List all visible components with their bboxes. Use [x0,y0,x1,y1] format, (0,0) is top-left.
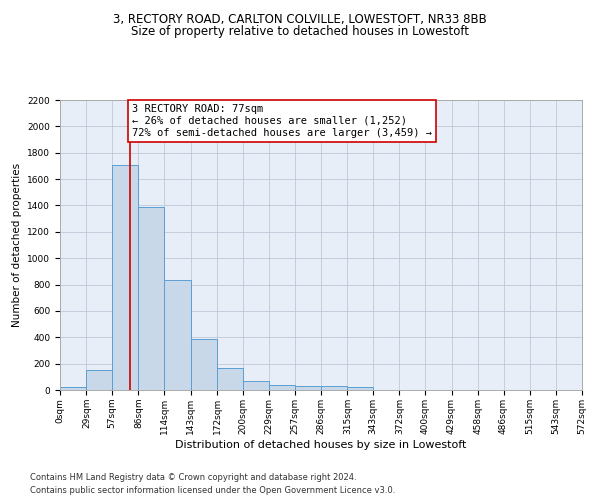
Bar [242,382,269,390]
Bar [112,164,139,390]
Bar [347,388,373,390]
Y-axis label: Number of detached properties: Number of detached properties [12,163,22,327]
Bar [164,280,191,390]
Bar [60,388,86,390]
Bar [86,370,112,390]
Bar [295,386,321,390]
Bar [217,368,242,390]
Bar [139,207,164,390]
Text: 3, RECTORY ROAD, CARLTON COLVILLE, LOWESTOFT, NR33 8BB: 3, RECTORY ROAD, CARLTON COLVILLE, LOWES… [113,12,487,26]
Text: 3 RECTORY ROAD: 77sqm
← 26% of detached houses are smaller (1,252)
72% of semi-d: 3 RECTORY ROAD: 77sqm ← 26% of detached … [132,104,432,138]
Text: Contains public sector information licensed under the Open Government Licence v3: Contains public sector information licen… [30,486,395,495]
Text: Size of property relative to detached houses in Lowestoft: Size of property relative to detached ho… [131,25,469,38]
Bar [269,386,295,390]
X-axis label: Distribution of detached houses by size in Lowestoft: Distribution of detached houses by size … [175,440,467,450]
Bar [191,339,217,390]
Text: Contains HM Land Registry data © Crown copyright and database right 2024.: Contains HM Land Registry data © Crown c… [30,474,356,482]
Bar [321,386,347,390]
